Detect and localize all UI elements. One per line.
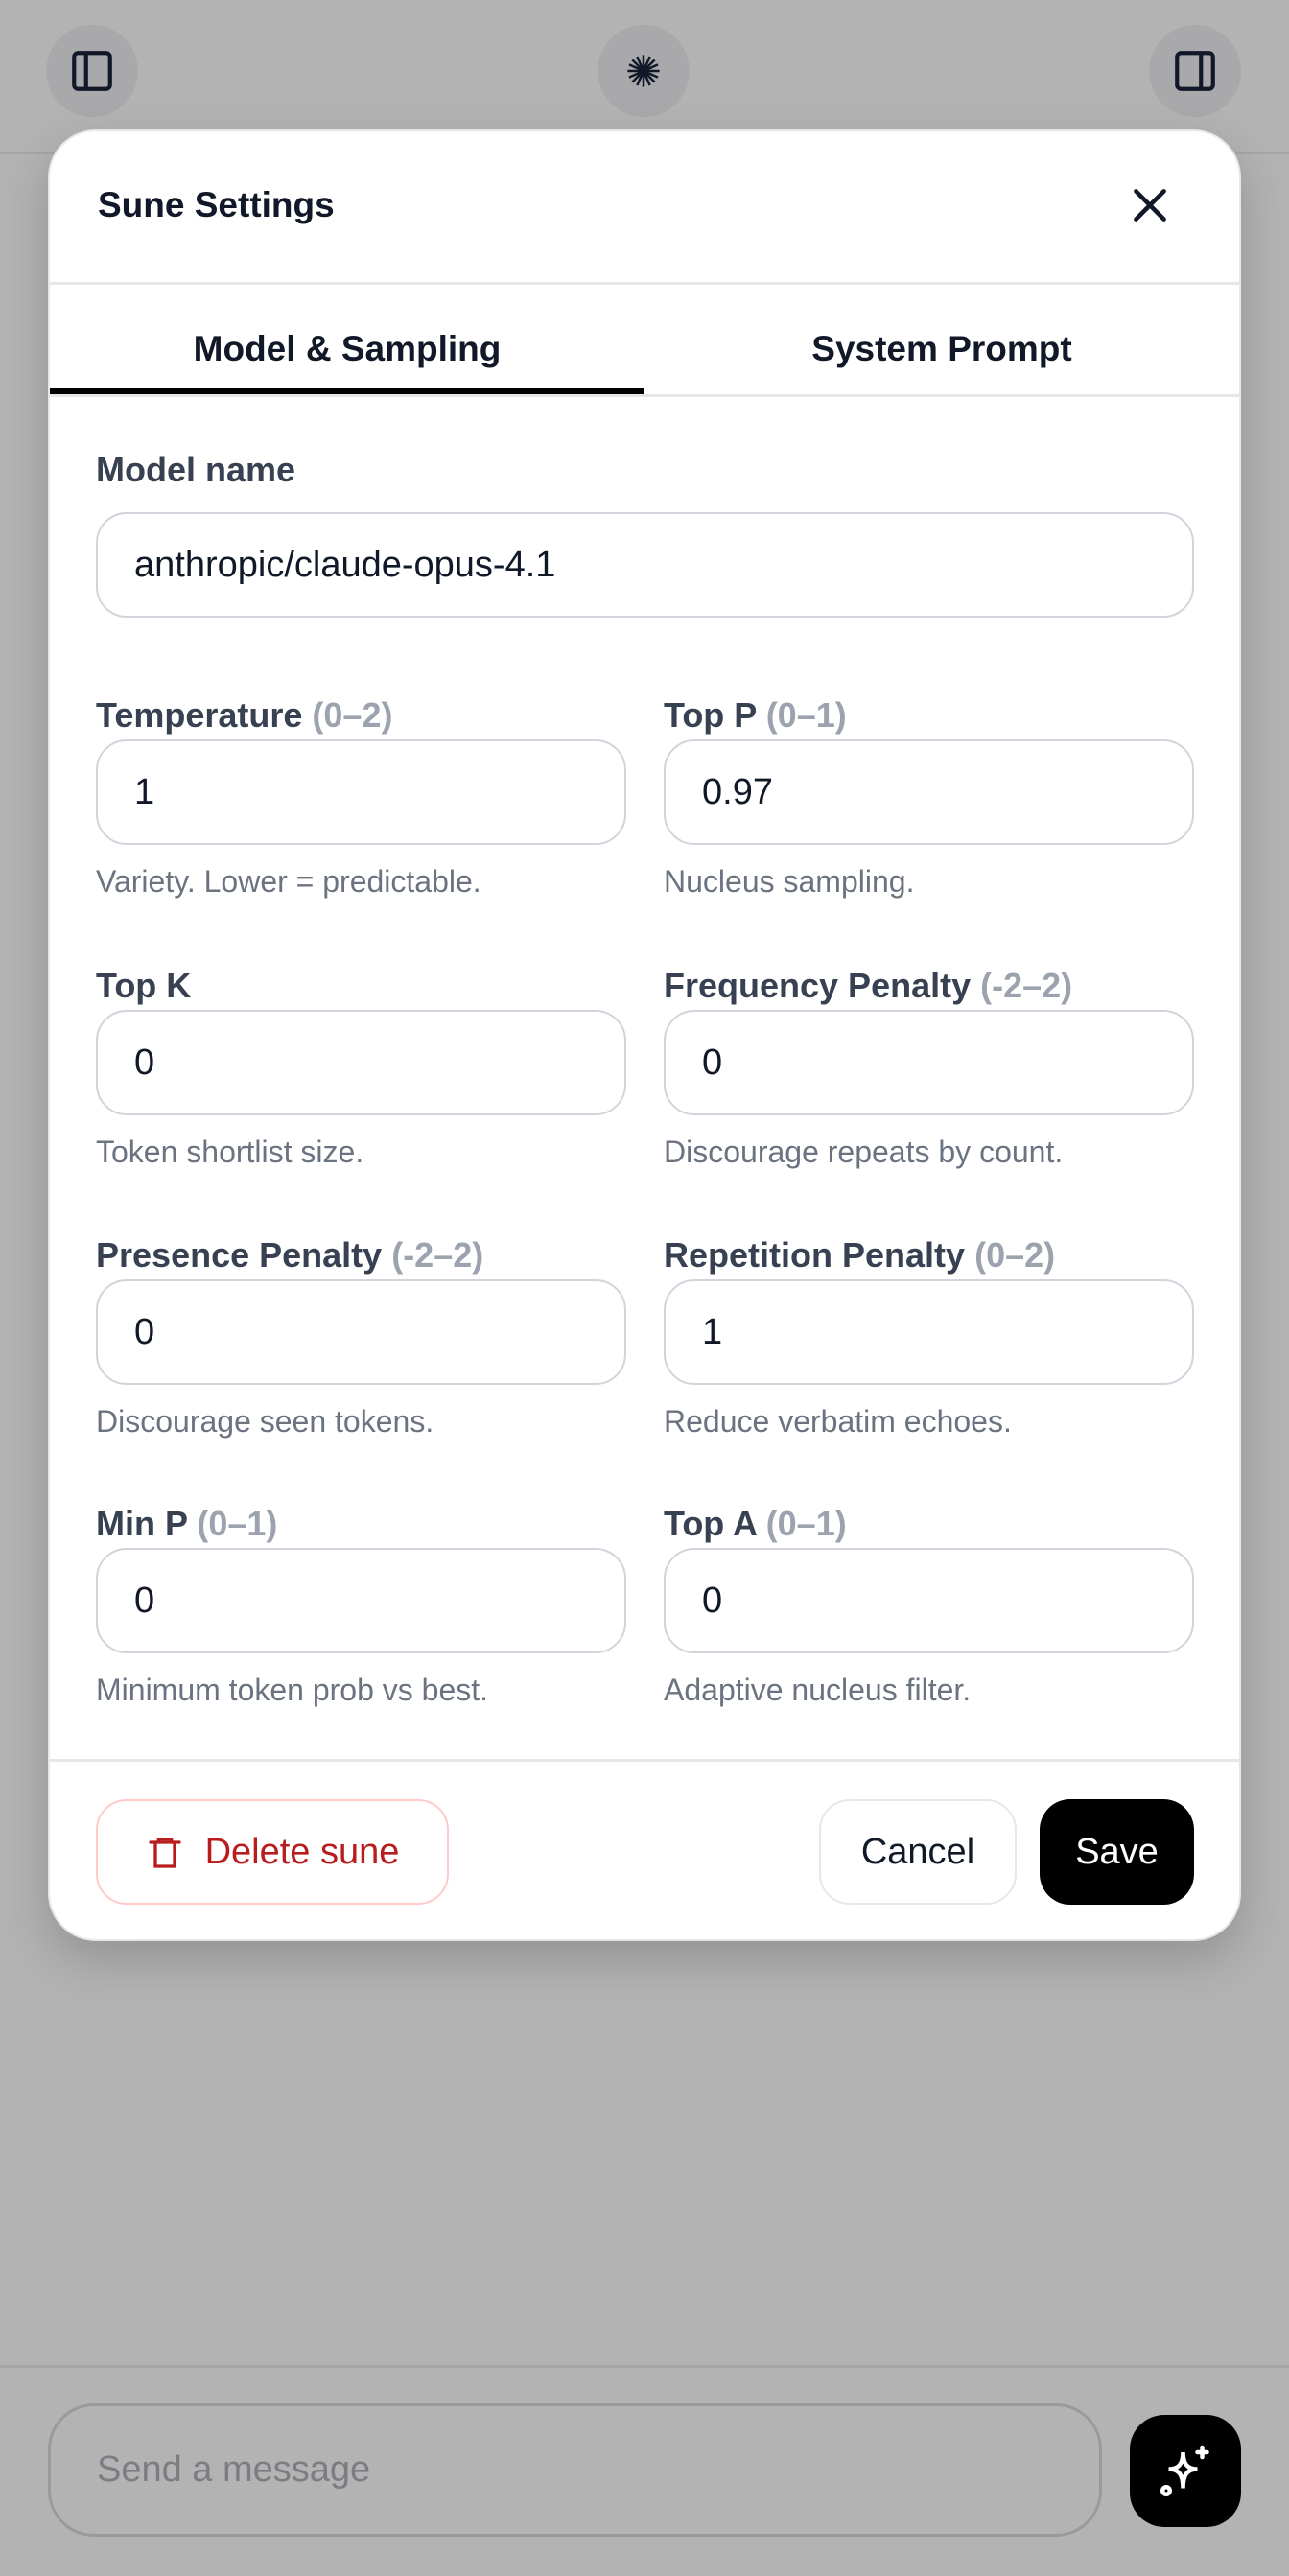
frequency-penalty-label: Frequency Penalty (-2–2) xyxy=(664,966,1072,1006)
frequency-penalty-range: (-2–2) xyxy=(980,966,1073,1005)
min-p-label: Min P (0–1) xyxy=(96,1504,277,1544)
dialog-title: Sune Settings xyxy=(98,185,335,224)
temperature-help: Variety. Lower = predictable. xyxy=(96,864,481,899)
frequency-penalty-input[interactable]: 0 xyxy=(664,1010,1194,1115)
sune-settings-dialog: Sune Settings Model & Sampling System Pr… xyxy=(48,129,1241,1941)
min-p-input[interactable]: 0 xyxy=(96,1548,626,1653)
top-k-label: Top K xyxy=(96,966,191,1006)
starburst-icon xyxy=(627,55,660,87)
tab-system-prompt[interactable]: System Prompt xyxy=(811,329,1072,368)
min-p-label-text: Min P xyxy=(96,1504,188,1543)
presence-penalty-label-text: Presence Penalty xyxy=(96,1235,383,1275)
message-input[interactable]: Send a message xyxy=(48,2403,1102,2537)
top-a-input[interactable]: 0 xyxy=(664,1548,1194,1653)
top-k-label-text: Top K xyxy=(96,966,192,1005)
header-divider xyxy=(50,282,1239,285)
top-a-help: Adaptive nucleus filter. xyxy=(664,1673,972,1707)
close-button[interactable] xyxy=(1126,181,1174,229)
presence-penalty-input[interactable]: 0 xyxy=(96,1279,626,1385)
delete-label: Delete sune xyxy=(204,1831,400,1872)
cancel-button[interactable]: Cancel xyxy=(819,1799,1017,1905)
top-p-input[interactable]: 0.97 xyxy=(664,739,1194,845)
composer-divider xyxy=(0,2365,1289,2368)
sidebar-right-icon xyxy=(1175,51,1215,91)
min-p-help: Minimum token prob vs best. xyxy=(96,1673,489,1707)
trash-icon xyxy=(148,1838,181,1868)
tab-model-sampling[interactable]: Model & Sampling xyxy=(50,304,644,394)
toggle-left-sidebar-button[interactable] xyxy=(46,25,138,117)
temperature-label: Temperature (0–2) xyxy=(96,695,392,736)
sidebar-left-icon xyxy=(72,51,112,91)
temperature-label-text: Temperature xyxy=(96,695,303,735)
repetition-penalty-label-text: Repetition Penalty xyxy=(664,1235,966,1275)
sparkles-icon xyxy=(1160,2445,1209,2496)
top-p-label-text: Top P xyxy=(664,695,757,735)
repetition-penalty-help: Reduce verbatim echoes. xyxy=(664,1404,1012,1439)
top-p-label: Top P (0–1) xyxy=(664,695,847,736)
sune-menu-button[interactable] xyxy=(598,25,690,117)
presence-penalty-help: Discourage seen tokens. xyxy=(96,1404,434,1439)
top-k-input[interactable]: 0 xyxy=(96,1010,626,1115)
min-p-range: (0–1) xyxy=(197,1504,278,1543)
top-a-label: Top A (0–1) xyxy=(664,1504,847,1544)
close-icon xyxy=(1134,189,1166,222)
footer-divider xyxy=(50,1759,1239,1762)
repetition-penalty-input[interactable]: 1 xyxy=(664,1279,1194,1385)
temperature-range: (0–2) xyxy=(312,695,393,735)
top-p-help: Nucleus sampling. xyxy=(664,864,915,899)
delete-sune-button[interactable]: Delete sune xyxy=(96,1799,449,1905)
save-button[interactable]: Save xyxy=(1040,1799,1194,1905)
presence-penalty-range: (-2–2) xyxy=(391,1235,484,1275)
frequency-penalty-label-text: Frequency Penalty xyxy=(664,966,972,1005)
temperature-input[interactable]: 1 xyxy=(96,739,626,845)
repetition-penalty-range: (0–2) xyxy=(974,1235,1056,1275)
top-a-range: (0–1) xyxy=(765,1504,847,1543)
presence-penalty-label: Presence Penalty (-2–2) xyxy=(96,1235,483,1276)
repetition-penalty-label: Repetition Penalty (0–2) xyxy=(664,1235,1055,1276)
model-name-input[interactable]: anthropic/claude-opus-4.1 xyxy=(96,512,1194,618)
toggle-right-sidebar-button[interactable] xyxy=(1149,25,1241,117)
frequency-penalty-help: Discourage repeats by count. xyxy=(664,1135,1064,1169)
send-button[interactable] xyxy=(1130,2415,1241,2527)
model-name-label: Model name xyxy=(96,450,296,489)
top-k-help: Token shortlist size. xyxy=(96,1135,364,1169)
top-a-label-text: Top A xyxy=(664,1504,757,1543)
top-p-range: (0–1) xyxy=(765,695,847,735)
tabs-divider xyxy=(50,394,1239,397)
